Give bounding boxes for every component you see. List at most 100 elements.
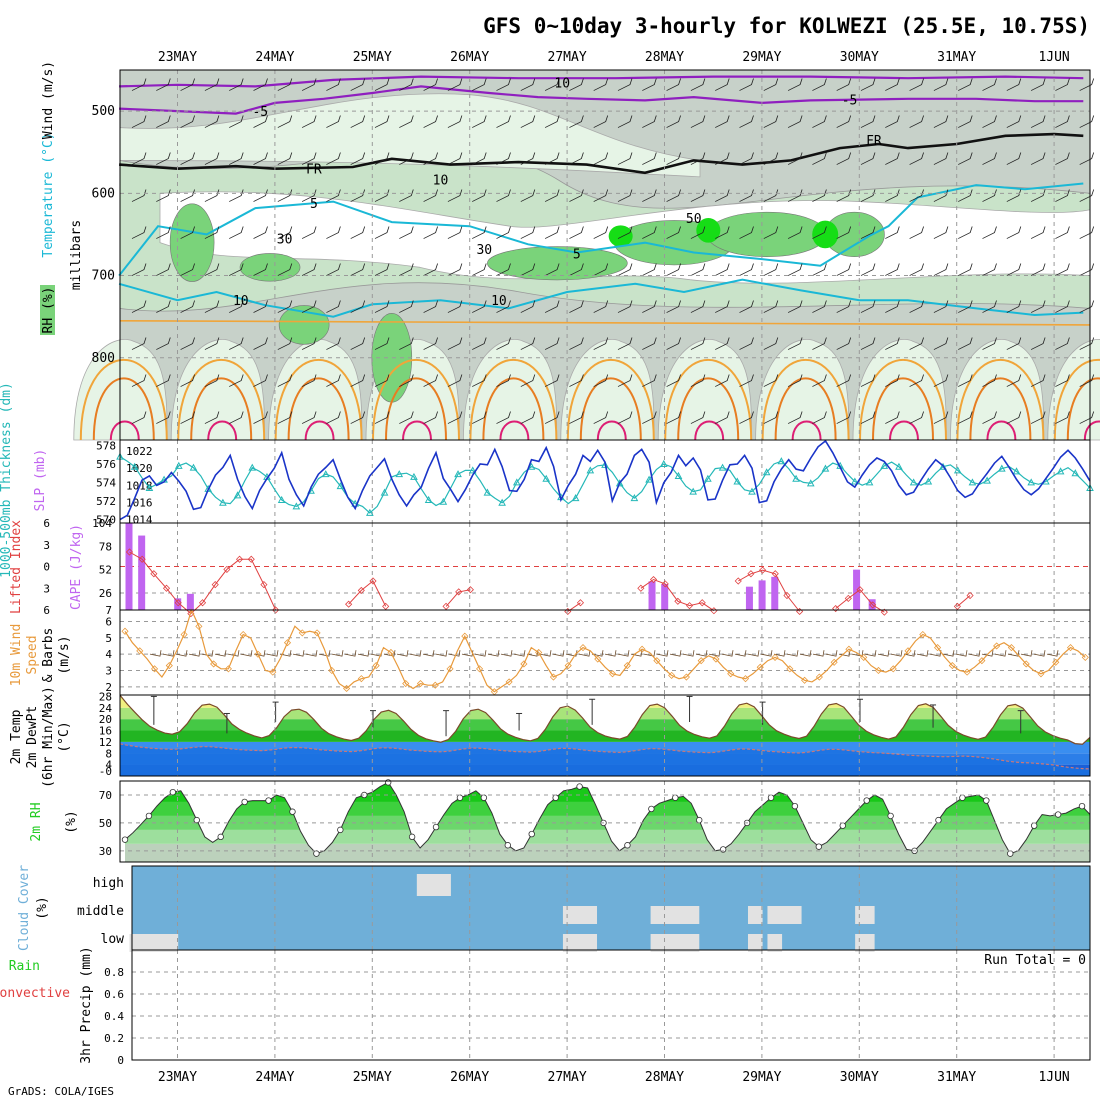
wind-barb bbox=[399, 189, 414, 202]
wind-barb bbox=[496, 300, 511, 313]
temp-contour-25 bbox=[207, 420, 238, 441]
thickness-tick-label: 572 bbox=[96, 495, 116, 508]
li-marker bbox=[759, 566, 767, 574]
li-marker bbox=[674, 597, 682, 605]
li-line bbox=[129, 551, 277, 615]
wind-barb bbox=[496, 374, 511, 387]
thickness-marker bbox=[483, 488, 492, 496]
thickness-marker bbox=[792, 474, 800, 482]
cape-tick-label: 78 bbox=[99, 540, 112, 553]
wind-barb bbox=[1006, 263, 1022, 276]
wind-barb bbox=[812, 189, 827, 202]
wind-barb bbox=[1030, 374, 1046, 387]
wind-speed-marker bbox=[771, 653, 779, 661]
wind-barb bbox=[836, 226, 852, 239]
wind-barb bbox=[690, 411, 706, 424]
thickness-marker bbox=[659, 459, 668, 467]
temp-contour-15 bbox=[664, 358, 753, 441]
wind-barb-10m bbox=[565, 650, 578, 657]
wind-barb bbox=[763, 337, 779, 350]
wind-barb bbox=[374, 337, 390, 350]
wind-barb bbox=[374, 300, 390, 313]
wind-speed-marker bbox=[195, 622, 203, 630]
wind-barb bbox=[690, 115, 706, 128]
cape-bar bbox=[758, 580, 766, 610]
wind-barb bbox=[472, 300, 487, 313]
wind-barb bbox=[326, 115, 341, 128]
wind-speed-marker bbox=[845, 645, 853, 653]
wind-barb bbox=[690, 300, 706, 313]
rh-marker bbox=[1078, 802, 1086, 810]
wind-speed-marker bbox=[682, 673, 690, 681]
wind-barb bbox=[836, 337, 852, 350]
wind-barb bbox=[885, 337, 900, 350]
wind-barb bbox=[690, 374, 706, 387]
cloud-level-label: high bbox=[93, 876, 124, 891]
wind-barb bbox=[933, 411, 949, 424]
wind-barb bbox=[617, 374, 633, 387]
wind-barb bbox=[1006, 337, 1022, 350]
wind-barb bbox=[1055, 189, 1070, 202]
wind-axis-label: (m/s) bbox=[57, 635, 72, 674]
wind-barb bbox=[423, 300, 438, 313]
wind-barb bbox=[277, 189, 293, 202]
thickness-marker bbox=[865, 478, 874, 486]
rh-marker bbox=[815, 843, 823, 850]
wind-barb bbox=[544, 263, 560, 276]
wind-barb bbox=[739, 263, 754, 276]
wind-barb bbox=[277, 411, 293, 424]
wind-barb bbox=[520, 263, 536, 276]
thickness-marker bbox=[321, 470, 330, 478]
wind-speed-marker bbox=[505, 678, 513, 686]
wind-barb bbox=[399, 411, 414, 424]
wind-barb bbox=[253, 300, 268, 313]
wind-barb bbox=[204, 115, 220, 128]
cape-tick-label: 7 bbox=[105, 604, 112, 617]
wind-barb bbox=[204, 374, 220, 387]
rh-legend-swatch bbox=[40, 285, 55, 335]
wind-barb bbox=[933, 78, 949, 91]
li-axis-label: Lifted Index bbox=[9, 520, 24, 614]
wind-barb bbox=[1030, 300, 1046, 313]
wind-speed-marker bbox=[520, 660, 528, 668]
rh-dry-lobe bbox=[1047, 339, 1100, 441]
wind-barb bbox=[690, 337, 706, 350]
wind-barb bbox=[229, 226, 244, 239]
cloud-gap bbox=[562, 934, 598, 952]
wind-barb bbox=[374, 374, 390, 387]
wind-barb bbox=[715, 152, 730, 165]
cape-bar bbox=[138, 535, 146, 610]
temp-contour-15 bbox=[761, 358, 850, 441]
top-date-axis: 23MAY 24MAY 25MAY 26MAY 27MAY 28MAY 29MAY 30MAY… bbox=[158, 50, 1070, 65]
wind-speed-marker bbox=[919, 630, 927, 639]
wind-barb bbox=[447, 152, 463, 165]
wind-barb bbox=[690, 189, 706, 202]
wind-barb bbox=[1079, 78, 1095, 91]
wind-barb bbox=[958, 374, 973, 387]
wind-barb bbox=[1030, 226, 1046, 239]
date-label-bottom: 28MAY bbox=[645, 1070, 684, 1085]
wind-barb bbox=[156, 115, 171, 128]
pressure-tick-label: 700 bbox=[92, 269, 115, 284]
wind-barb bbox=[156, 78, 171, 91]
rh-marker bbox=[337, 826, 344, 834]
wind-speed-marker bbox=[727, 670, 735, 678]
wind-barb-10m bbox=[760, 650, 773, 657]
li-marker bbox=[198, 599, 207, 607]
li-marker bbox=[966, 591, 974, 600]
wind-speed-marker bbox=[697, 657, 705, 665]
wind-barb bbox=[982, 300, 997, 313]
wind-barb-10m bbox=[292, 650, 305, 657]
wind-barb bbox=[520, 152, 536, 165]
wind-barb-10m bbox=[214, 650, 227, 657]
wind-barb bbox=[350, 78, 366, 91]
wind-barb-10m bbox=[539, 650, 552, 657]
cape-bar bbox=[771, 576, 779, 610]
wind-barb bbox=[836, 374, 852, 387]
wind-barb bbox=[642, 78, 657, 91]
slp-tick-label: 1016 bbox=[126, 496, 153, 509]
wind-barb bbox=[569, 300, 584, 313]
wind-barb-10m bbox=[643, 650, 656, 657]
wind-speed-marker bbox=[372, 662, 380, 670]
wind-barb bbox=[933, 226, 949, 239]
